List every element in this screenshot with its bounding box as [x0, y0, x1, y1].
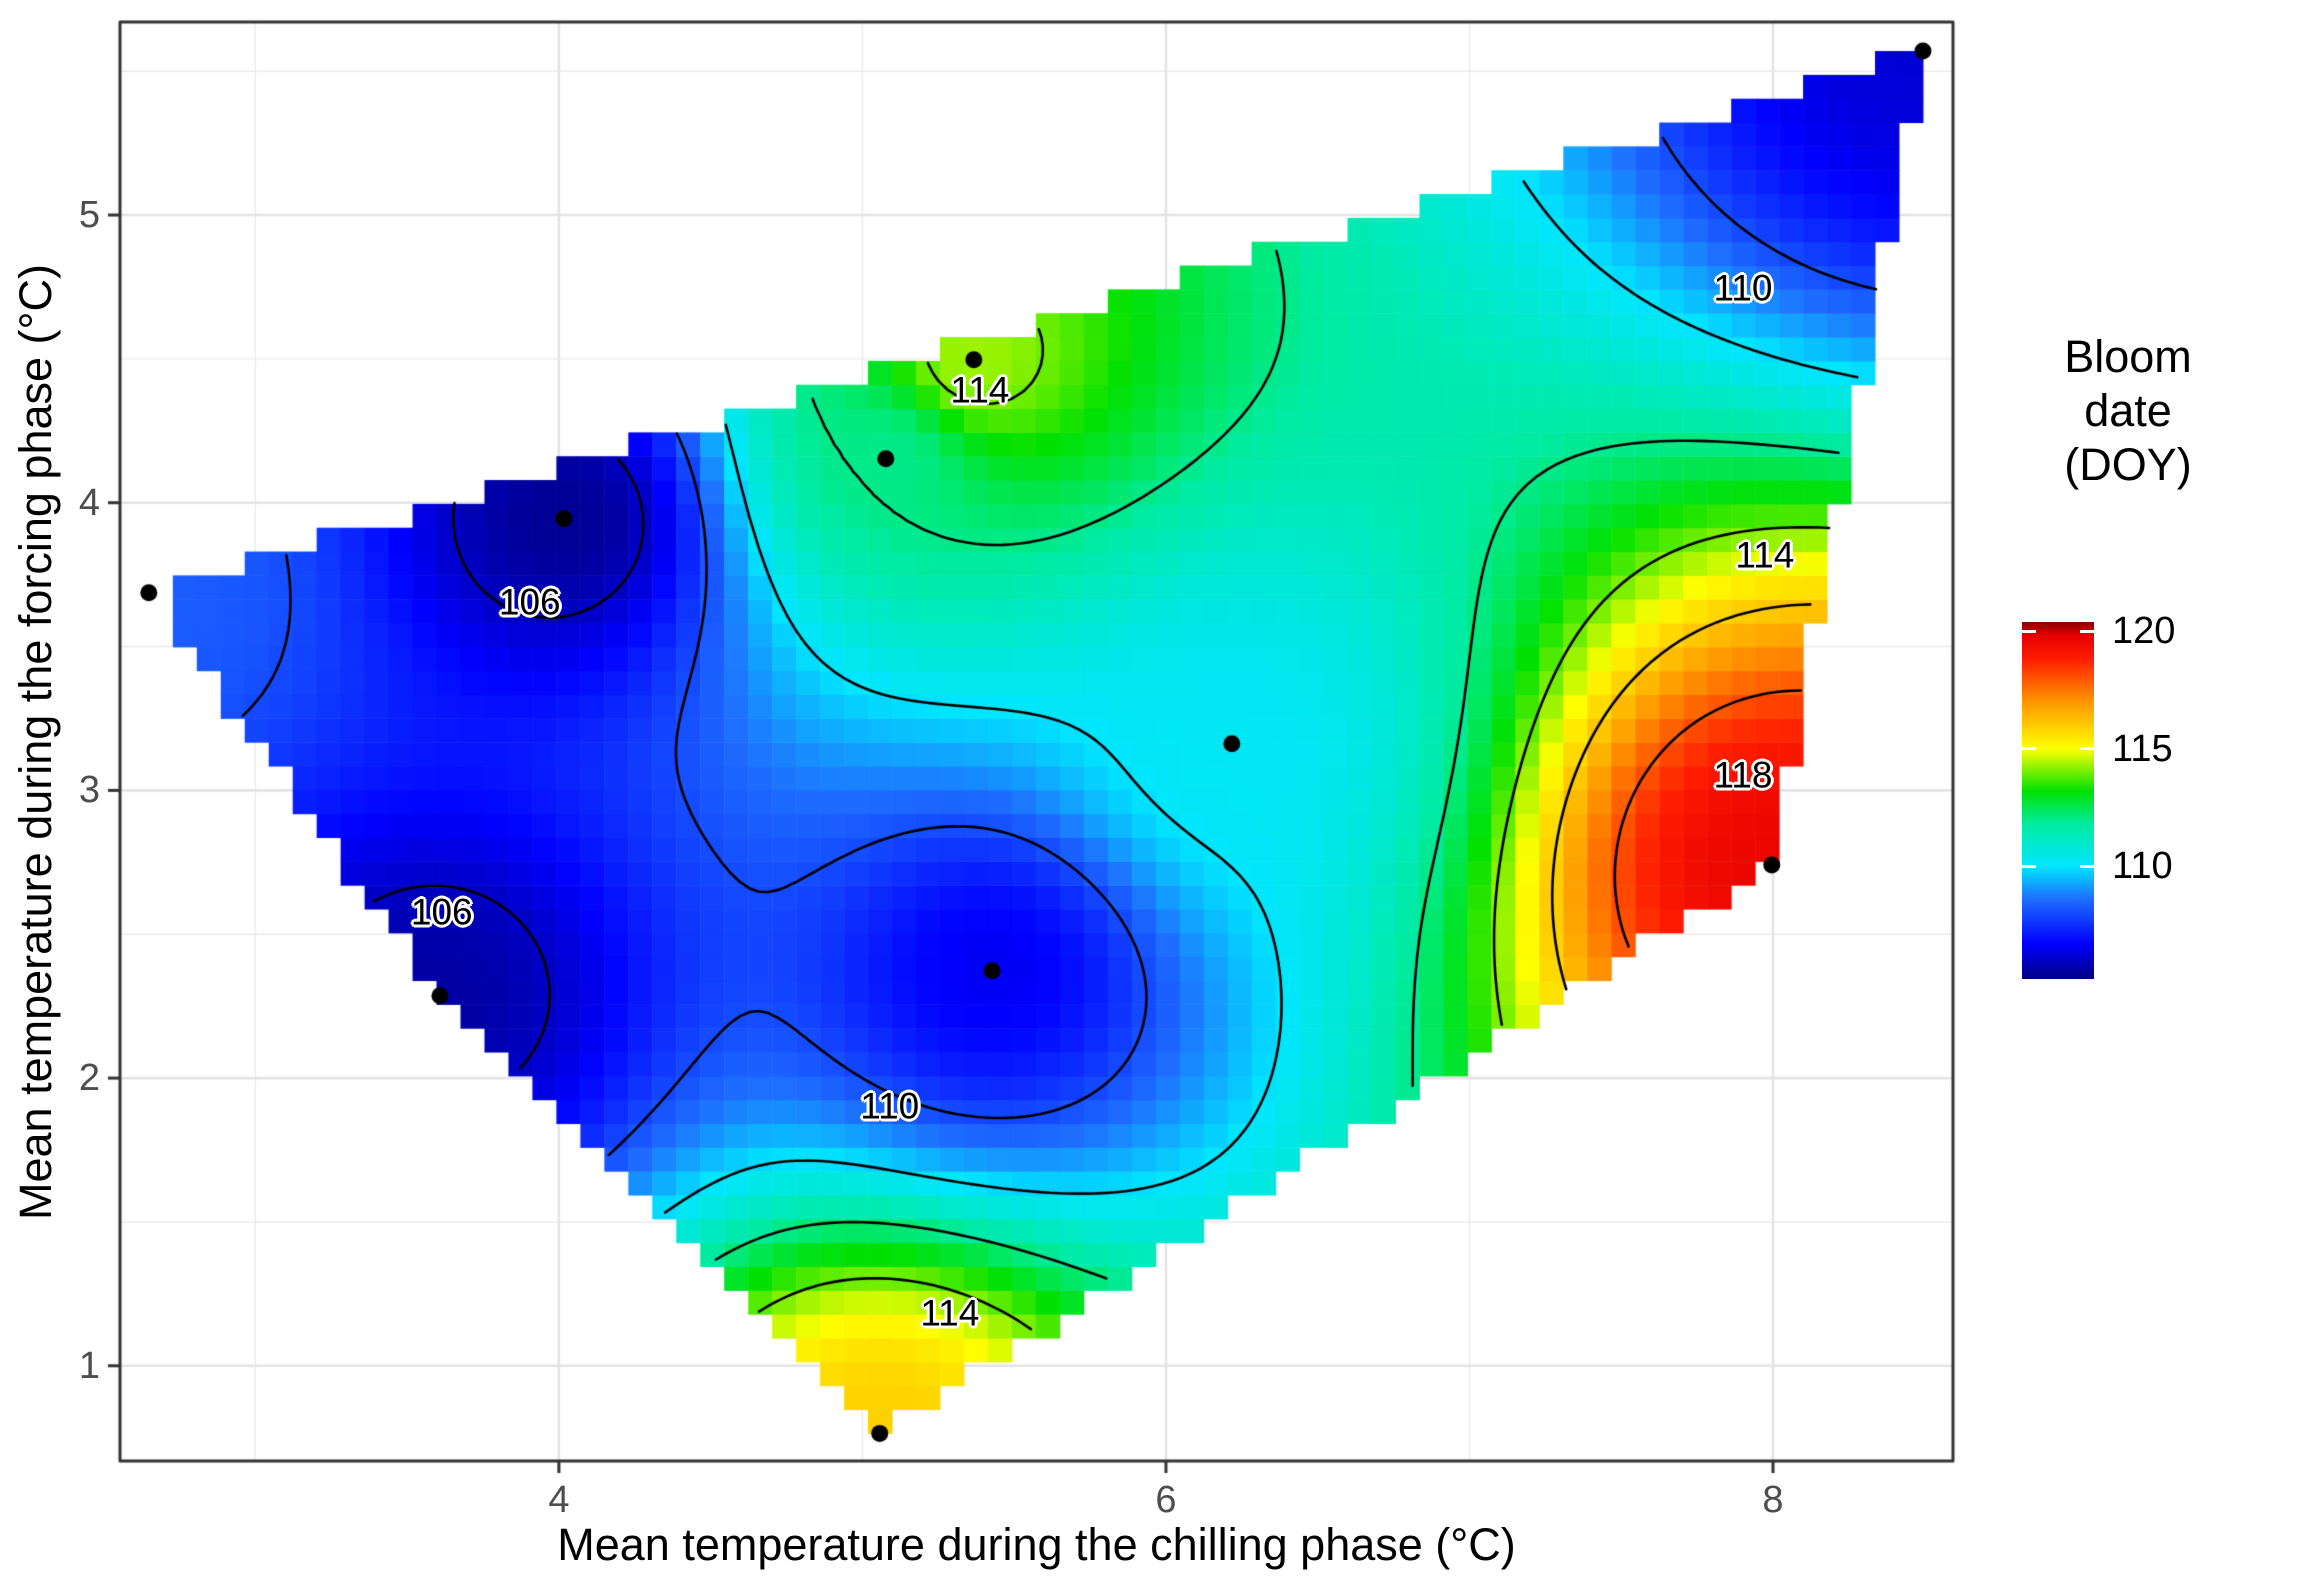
y-tick-label: 5	[78, 194, 100, 237]
legend-tick-label: 115	[2112, 727, 2173, 770]
legend-tick-mark	[2080, 747, 2094, 751]
x-tick-label: 8	[1762, 1479, 1784, 1521]
legend-title: Bloom date (DOY)	[2041, 330, 2216, 492]
x-tick-label: 6	[1155, 1479, 1177, 1521]
y-tick-label: 3	[78, 769, 100, 812]
y-tick-label: 4	[78, 481, 100, 524]
legend-tick-mark	[2022, 629, 2036, 633]
legend-tick-mark	[2080, 629, 2094, 633]
y-tick-label: 2	[78, 1057, 100, 1100]
contour-label-114: 114	[950, 369, 1010, 411]
legend-tick-label: 120	[2112, 610, 2176, 653]
x-tick-label: 4	[548, 1479, 570, 1521]
contour-label-118: 118	[1713, 754, 1773, 796]
legend-tick-mark	[2080, 864, 2094, 868]
legend-tick-mark	[2022, 864, 2036, 868]
y-tick-label: 1	[78, 1344, 100, 1387]
legend-title-line2: (DOY)	[2064, 439, 2192, 490]
contour-label-110: 110	[860, 1085, 920, 1127]
y-axis-title: Mean temperature during the forcing phas…	[10, 263, 61, 1220]
legend-tick-label: 110	[2112, 845, 2173, 888]
legend-tick-mark	[2022, 747, 2036, 751]
contour-label-114: 114	[920, 1292, 980, 1334]
x-axis-title: Mean temperature during the chilling pha…	[557, 1519, 1516, 1570]
contour-label-106: 106	[410, 891, 473, 933]
legend-colorbar	[2022, 622, 2094, 979]
contour-label-106: 106	[498, 581, 561, 623]
contour-label-114: 114	[1735, 534, 1795, 576]
contour-label-110: 110	[1713, 267, 1773, 309]
legend-title-line1: Bloom date	[2064, 331, 2192, 436]
